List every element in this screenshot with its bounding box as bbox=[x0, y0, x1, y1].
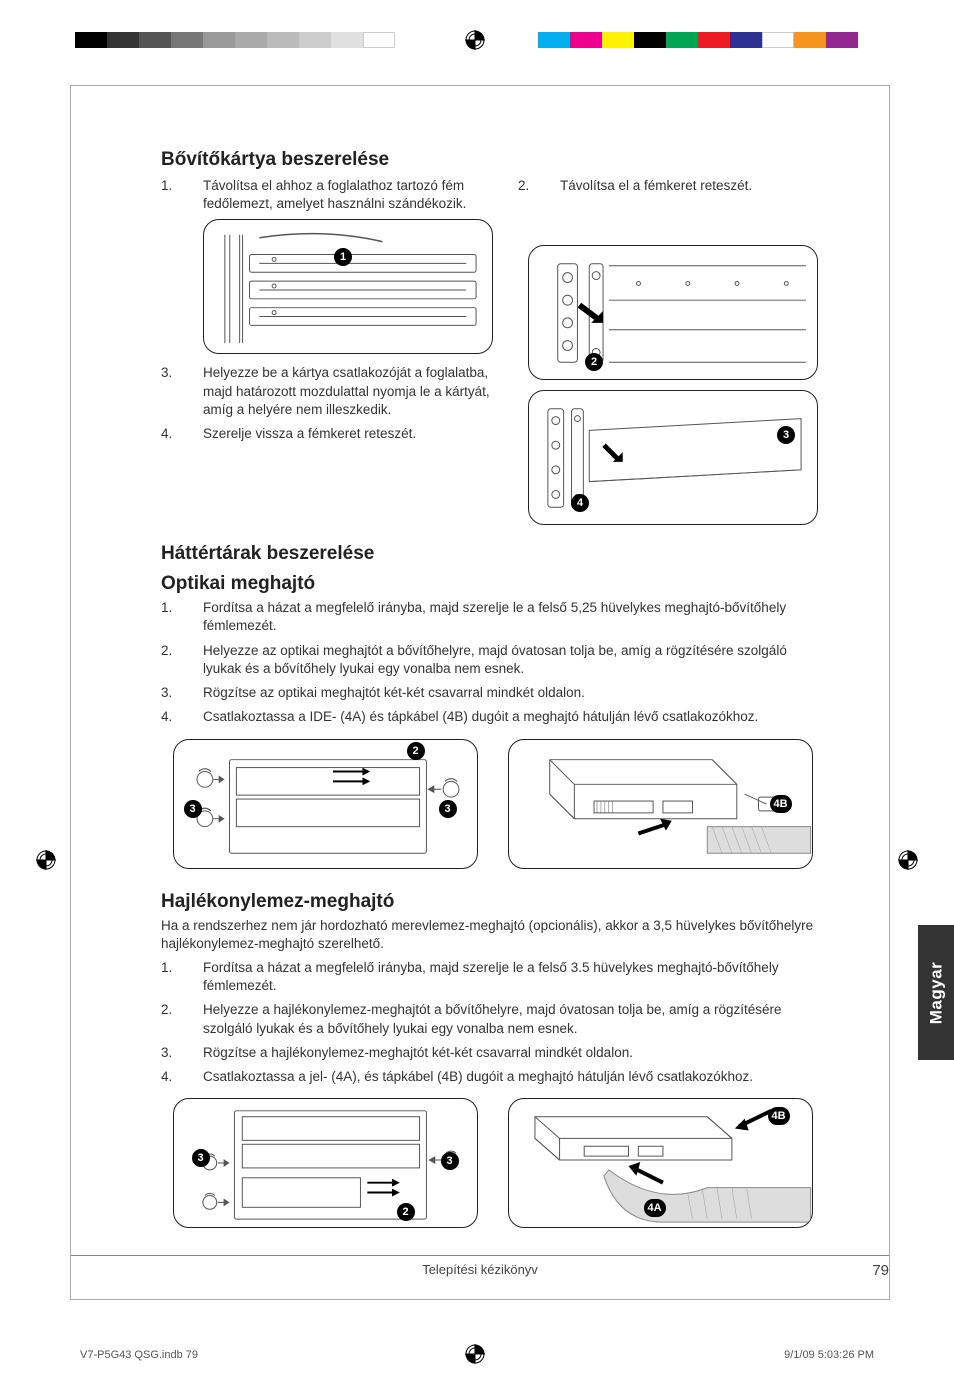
callout-badge: 4B bbox=[768, 1107, 790, 1125]
heading-storage-install: Háttértárak beszerelése bbox=[161, 543, 824, 565]
step-item: 1.Fordítsa a házat a megfelelő irányba, … bbox=[161, 599, 824, 635]
colorbar-color bbox=[538, 32, 858, 48]
heading-optical-drive: Optikai meghajtó bbox=[161, 573, 824, 595]
slug-file: V7-P5G43 QSG.indb 79 bbox=[80, 1349, 198, 1361]
callout-badge: 4B bbox=[770, 795, 792, 813]
callout-badge: 3 bbox=[439, 800, 457, 818]
step-item: 1.Távolítsa el ahhoz a foglalathoz tarto… bbox=[161, 177, 493, 213]
intro-text: Ha a rendszerhez nem jár hordozható mere… bbox=[161, 917, 824, 953]
step-item: 2.Távolítsa el a fémkeret reteszét. bbox=[518, 177, 824, 195]
figure-floppy-bay: 3 3 2 bbox=[173, 1098, 478, 1228]
step-item: 2.Helyezze az optikai meghajtót a bővítő… bbox=[161, 642, 824, 678]
step-item: 4.Szerelje vissza a fémkeret reteszét. bbox=[161, 425, 493, 443]
print-slug: V7-P5G43 QSG.indb 79 9/1/09 5:03:26 PM bbox=[0, 1349, 954, 1361]
slug-timestamp: 9/1/09 5:03:26 PM bbox=[784, 1349, 874, 1361]
figure-floppy-cables: 4B 4A bbox=[508, 1098, 813, 1228]
registration-mark-icon bbox=[898, 850, 918, 870]
heading-floppy-drive: Hajlékonylemez-meghajtó bbox=[161, 891, 824, 913]
step-item: 3.Rögzítse a hajlékonylemez-meghajtót ké… bbox=[161, 1044, 824, 1062]
page-footer: Telepítési kézikönyv 79 bbox=[71, 1255, 889, 1277]
step-item: 3.Rögzítse az optikai meghajtót két-két … bbox=[161, 684, 824, 702]
registration-mark-icon bbox=[465, 30, 485, 50]
step-item: 4.Csatlakoztassa a jel- (4A), és tápkábe… bbox=[161, 1068, 824, 1086]
callout-badge: 3 bbox=[441, 1152, 459, 1170]
page-frame: Bővítőkártya beszerelése 1.Távolítsa el … bbox=[70, 85, 890, 1300]
colorbar-grayscale bbox=[75, 32, 395, 48]
figure-optical-bay: 2 3 3 bbox=[173, 739, 478, 869]
page-number: 79 bbox=[872, 1262, 889, 1279]
callout-badge: 4A bbox=[644, 1199, 666, 1217]
figure-optical-cables: 4B bbox=[508, 739, 813, 869]
figure-insert-card: 3 4 bbox=[528, 390, 818, 525]
callout-badge: 2 bbox=[407, 742, 425, 760]
step-item: 1.Fordítsa a házat a megfelelő irányba, … bbox=[161, 959, 824, 995]
figure-latch: 2 bbox=[528, 245, 818, 380]
step-item: 2.Helyezze a hajlékonylemez-meghajtót a … bbox=[161, 1001, 824, 1037]
callout-badge: 3 bbox=[184, 800, 202, 818]
callout-badge: 3 bbox=[192, 1149, 210, 1167]
heading-expansion-card: Bővítőkártya beszerelése bbox=[161, 149, 824, 171]
callout-badge: 2 bbox=[397, 1203, 415, 1221]
step-item: 3.Helyezze be a kártya csatlakozóját a f… bbox=[161, 364, 493, 419]
registration-mark-icon bbox=[36, 850, 56, 870]
language-tab: Magyar bbox=[918, 925, 954, 1060]
figure-slot-cover: 1 bbox=[203, 219, 493, 354]
footer-title: Telepítési kézikönyv bbox=[422, 1262, 538, 1277]
step-item: 4.Csatlakoztassa a IDE- (4A) és tápkábel… bbox=[161, 708, 824, 726]
